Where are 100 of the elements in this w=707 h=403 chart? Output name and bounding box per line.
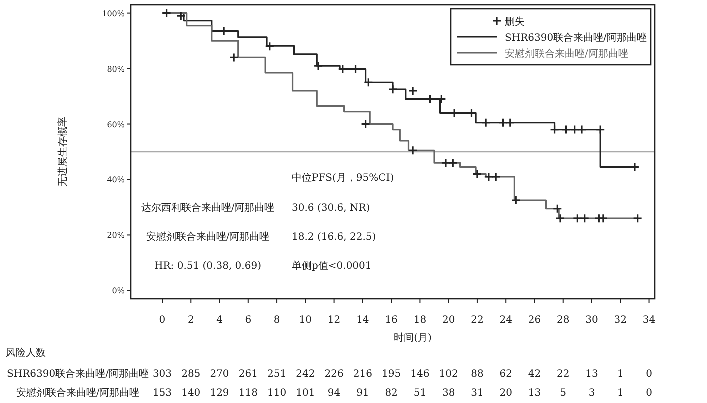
text: 20 bbox=[500, 388, 512, 399]
text: 风险人数 bbox=[6, 347, 46, 359]
text: 118 bbox=[238, 388, 258, 399]
point bbox=[361, 119, 371, 130]
annotation: 18.2 (16.6, 22.5) bbox=[292, 232, 376, 243]
text: 216 bbox=[353, 369, 372, 380]
point bbox=[466, 108, 477, 118]
annotation: 中位PFS(月，95%CI) bbox=[292, 172, 394, 184]
x-axis-title: 时间(月) bbox=[394, 332, 432, 344]
point bbox=[425, 94, 436, 104]
text: 146 bbox=[410, 369, 430, 380]
annotation: 单侧p值<0.0001 bbox=[292, 260, 372, 272]
point bbox=[498, 118, 508, 128]
point bbox=[436, 94, 446, 104]
x-tick-label: 24 bbox=[500, 315, 512, 326]
point bbox=[552, 204, 562, 214]
x-tick-label: 0 bbox=[159, 315, 166, 326]
point bbox=[408, 146, 418, 156]
x-tick-label: 6 bbox=[245, 315, 252, 326]
text: 13 bbox=[586, 369, 598, 380]
text: 42 bbox=[528, 369, 542, 380]
point bbox=[596, 125, 606, 135]
x-tick-label: 22 bbox=[471, 315, 484, 326]
text: 0 bbox=[646, 388, 652, 399]
y-tick-label: 20% bbox=[107, 231, 126, 240]
point bbox=[506, 118, 516, 128]
point bbox=[550, 125, 560, 135]
text: 62 bbox=[500, 369, 512, 380]
text: 110 bbox=[267, 388, 287, 399]
text: 13 bbox=[528, 388, 542, 399]
text: 226 bbox=[324, 369, 344, 380]
point bbox=[388, 84, 398, 94]
text: 195 bbox=[382, 369, 402, 380]
text: 285 bbox=[182, 369, 201, 380]
legend-label: 删失 bbox=[505, 16, 525, 28]
text: 22 bbox=[557, 369, 570, 380]
point bbox=[450, 108, 460, 118]
text: 51 bbox=[414, 388, 427, 399]
point bbox=[408, 86, 418, 96]
point bbox=[561, 125, 572, 135]
legend-label: SHR6390联合来曲唑/阿那曲唑 bbox=[505, 32, 647, 44]
point bbox=[484, 172, 494, 182]
text: 31 bbox=[471, 388, 484, 399]
x-tick-label: 12 bbox=[328, 315, 341, 326]
point bbox=[229, 52, 239, 62]
point bbox=[314, 61, 324, 71]
x-tick-label: 8 bbox=[274, 315, 280, 326]
y-tick-label: 100% bbox=[102, 9, 126, 18]
text: 5 bbox=[560, 388, 567, 399]
text: 88 bbox=[471, 369, 484, 380]
x-tick-label: 34 bbox=[642, 315, 656, 326]
x-tick-label: 2 bbox=[188, 315, 194, 326]
point bbox=[448, 158, 458, 168]
annotation: 安慰剂联合来曲唑/阿那曲唑 bbox=[146, 231, 270, 243]
point bbox=[556, 214, 566, 224]
point bbox=[572, 214, 582, 224]
text: 242 bbox=[296, 369, 316, 380]
text: 38 bbox=[442, 388, 456, 399]
x-tick-label: 10 bbox=[299, 315, 312, 326]
y-tick-label: 60% bbox=[107, 120, 126, 130]
y-tick-label: 80% bbox=[107, 64, 126, 74]
y-axis-title: 无进展生存概率 bbox=[57, 117, 69, 187]
text: 261 bbox=[238, 369, 258, 380]
x-tick-label: 14 bbox=[356, 315, 370, 326]
point bbox=[350, 64, 361, 74]
text: 3 bbox=[588, 388, 596, 399]
text: 153 bbox=[152, 388, 172, 399]
y-tick-label: 40% bbox=[107, 176, 126, 185]
text: 91 bbox=[356, 388, 370, 399]
x-tick-label: 18 bbox=[414, 315, 427, 326]
annotation: 达尔西利联合来曲唑/阿那曲唑 bbox=[141, 202, 275, 214]
point bbox=[265, 42, 275, 52]
point bbox=[364, 78, 374, 88]
legend-label: 安慰剂联合来曲唑/阿那曲唑 bbox=[505, 48, 628, 60]
text: 82 bbox=[385, 388, 398, 399]
text: 1 bbox=[617, 388, 624, 399]
y-tick-label: 0% bbox=[112, 286, 126, 296]
text: 安慰剂联合来曲唑/阿那曲唑 bbox=[16, 387, 140, 399]
annotation: 30.6 (30.6, NR) bbox=[292, 203, 370, 214]
point bbox=[633, 214, 643, 224]
x-tick-label: 28 bbox=[557, 315, 570, 326]
text: 102 bbox=[439, 369, 458, 380]
point bbox=[176, 11, 186, 21]
point bbox=[338, 64, 348, 74]
x-tick-label: 26 bbox=[528, 315, 542, 326]
point bbox=[577, 125, 587, 135]
point bbox=[598, 214, 608, 224]
point bbox=[441, 158, 451, 168]
text: 251 bbox=[267, 369, 287, 380]
point bbox=[491, 172, 501, 182]
text: 270 bbox=[210, 369, 230, 380]
x-tick-label: 30 bbox=[586, 315, 598, 326]
text: 1 bbox=[617, 369, 624, 380]
point bbox=[511, 196, 521, 206]
point bbox=[580, 214, 590, 224]
point bbox=[481, 118, 491, 128]
text: 94 bbox=[328, 388, 341, 399]
x-tick-label: 32 bbox=[614, 315, 628, 326]
x-tick-label: 16 bbox=[385, 315, 398, 326]
x-tick-label: 20 bbox=[442, 315, 456, 326]
